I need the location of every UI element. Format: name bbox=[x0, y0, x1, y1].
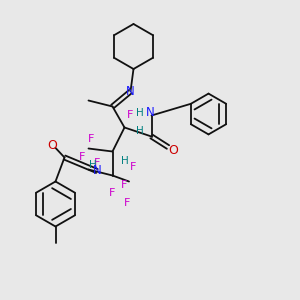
Text: N: N bbox=[126, 85, 135, 98]
Text: F: F bbox=[79, 152, 86, 163]
Text: F: F bbox=[121, 179, 128, 190]
Text: F: F bbox=[130, 161, 137, 172]
Text: O: O bbox=[168, 143, 178, 157]
Text: N: N bbox=[92, 164, 101, 178]
Text: F: F bbox=[124, 197, 131, 208]
Text: F: F bbox=[109, 188, 116, 199]
Text: F: F bbox=[94, 158, 101, 169]
Text: F: F bbox=[88, 134, 95, 145]
Text: F: F bbox=[127, 110, 134, 121]
Text: O: O bbox=[48, 139, 57, 152]
Text: N: N bbox=[146, 106, 154, 119]
Text: H: H bbox=[121, 155, 128, 166]
Text: H: H bbox=[136, 125, 143, 136]
Text: H: H bbox=[89, 160, 97, 170]
Text: H: H bbox=[136, 107, 143, 118]
